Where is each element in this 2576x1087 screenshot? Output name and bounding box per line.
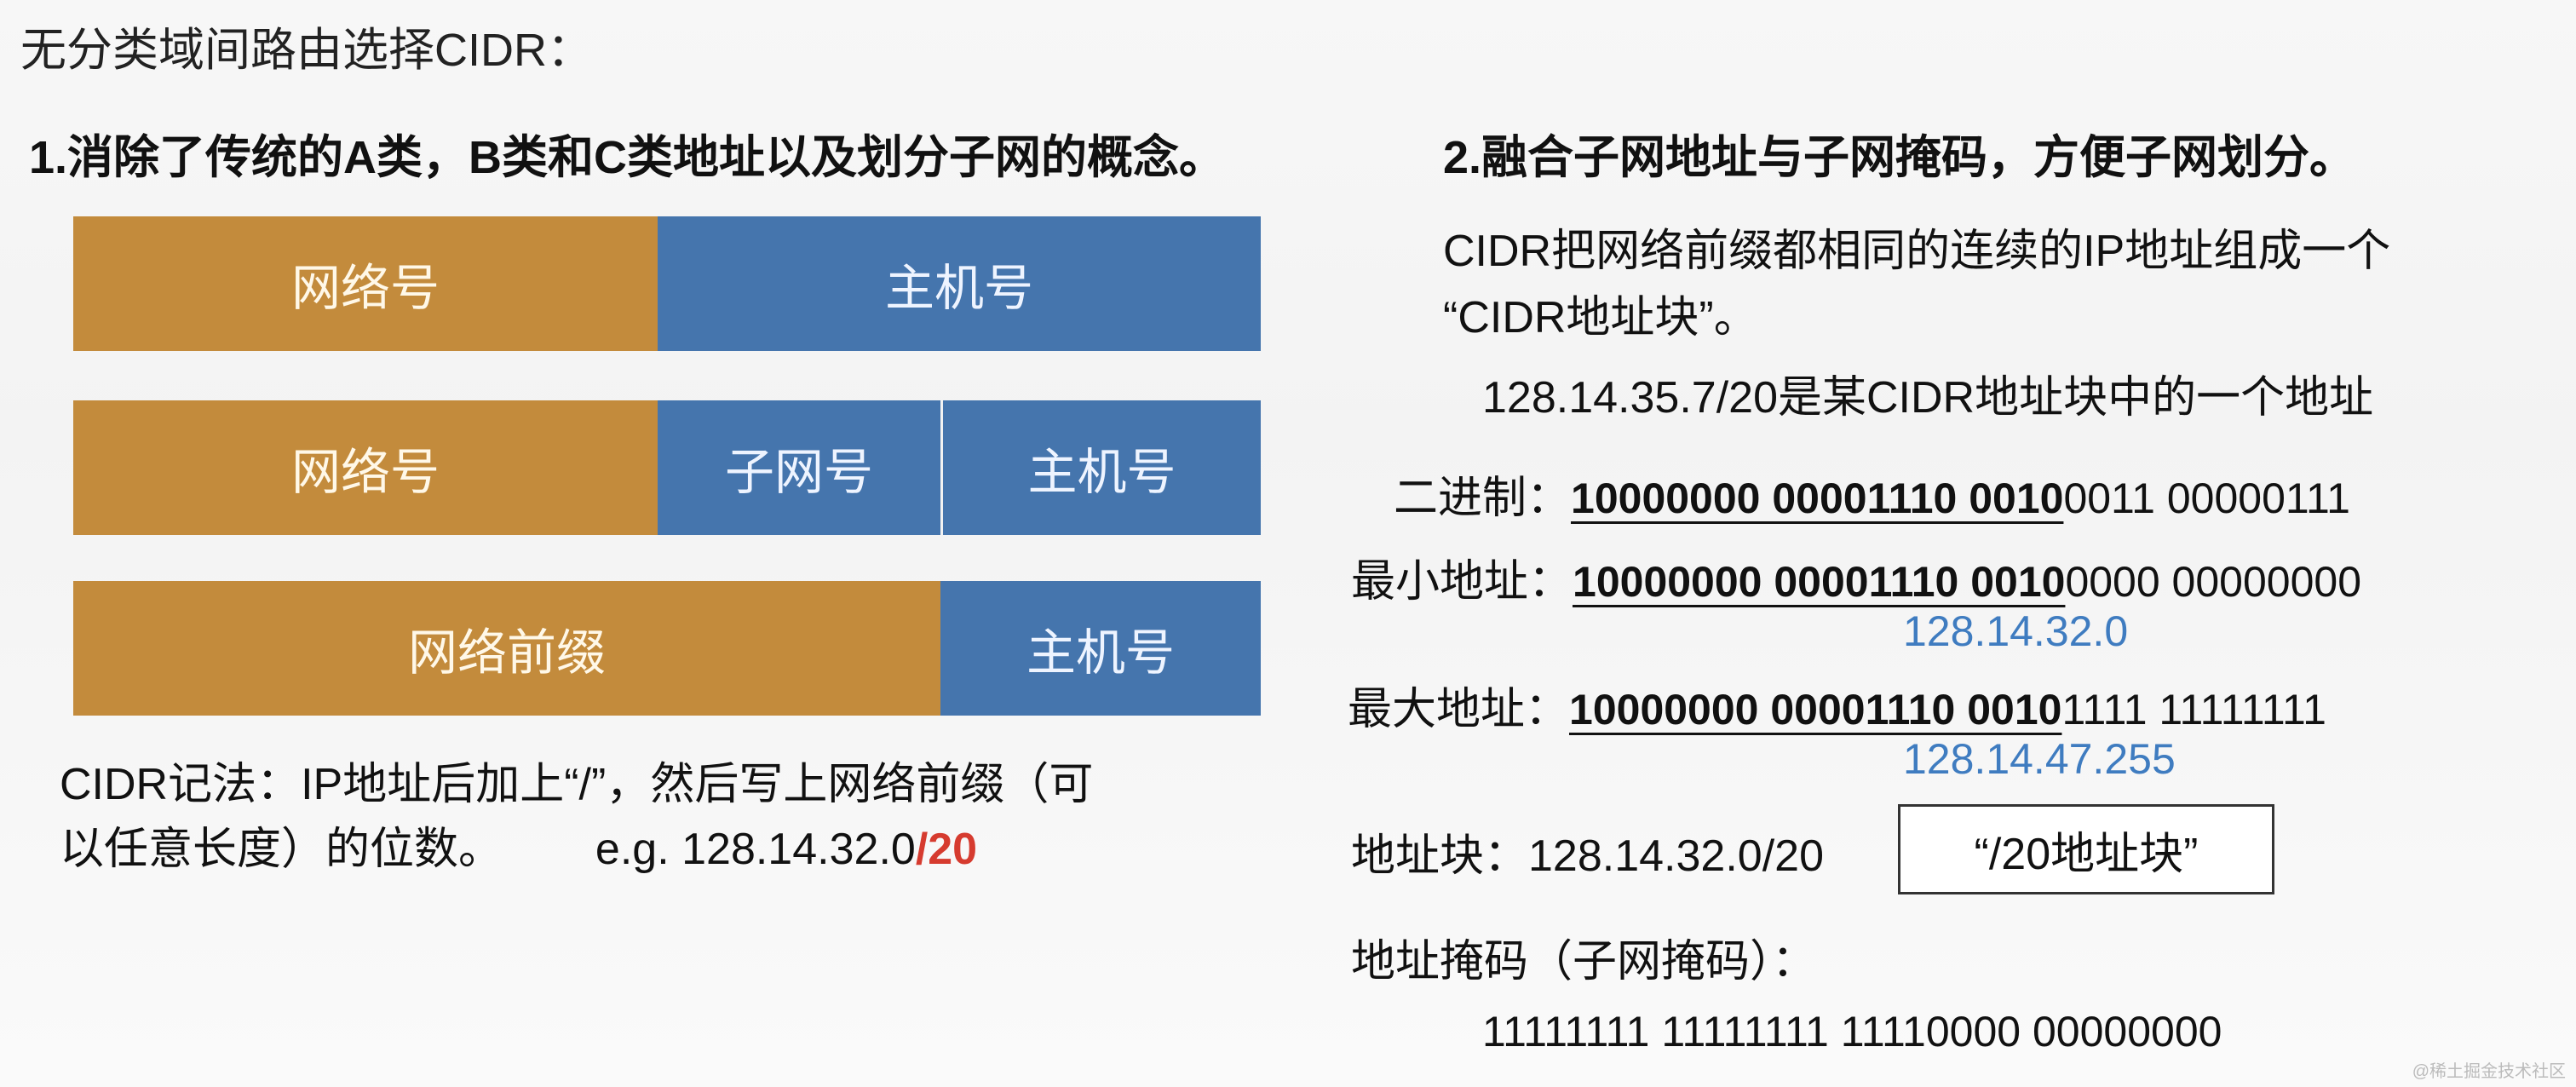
address-block-box: “/20地址块”	[1898, 804, 2274, 894]
cidr-desc-line1: CIDR把网络前缀都相同的连续的IP地址组成一个	[1443, 227, 2391, 276]
cidr-notation-line1: CIDR记法：IP地址后加上“/”，然后写上网络前缀（可	[60, 760, 1094, 809]
example-prefix-length: /20	[915, 825, 978, 874]
subnet-number-segment: 子网号	[658, 400, 940, 535]
network-prefix-segment: 网络前缀	[73, 581, 940, 716]
mask-label: 地址掩码（子网掩码）：	[1351, 937, 1817, 986]
min-prefix: 10000000 00001110 0010	[1573, 558, 2066, 606]
cidr-bar: 网络前缀 主机号	[73, 581, 1261, 716]
binary-rest: 0011 00000111	[2063, 474, 2350, 522]
network-number-segment: 网络号	[73, 216, 658, 351]
max-label: 最大地址：	[1348, 685, 1570, 734]
cidr-notation-line2: 以任意长度）的位数。 e.g. 128.14.32.0/20	[60, 813, 977, 877]
example-address-desc: 128.14.35.7/20是某CIDR地址块中的一个地址	[1482, 373, 2374, 423]
binary-prefix: 10000000 00001110 0010	[1571, 474, 2064, 522]
left-heading: 1.消除了传统的A类，B类和C类地址以及划分子网的概念。	[29, 132, 1226, 183]
host-number-segment: 主机号	[940, 581, 1261, 716]
max-address-decimal: 128.14.47.255	[1903, 735, 2176, 783]
subnet-bar: 网络号 子网号 主机号	[73, 400, 1261, 535]
max-rest: 1111 11111111	[2061, 686, 2326, 733]
min-address-decimal: 128.14.32.0	[1903, 607, 2129, 655]
binary-label: 二进制：	[1394, 474, 1572, 523]
cidr-desc-line2: “CIDR地址块”。	[1443, 293, 1758, 342]
max-prefix: 10000000 00001110 0010	[1569, 686, 2062, 733]
slide-title: 无分类域间路由选择CIDR：	[20, 25, 593, 76]
host-number-segment: 主机号	[658, 216, 1261, 351]
max-address-row: 最大地址：10000000 00001110 00101111 11111111	[1348, 673, 2326, 737]
right-heading: 2.融合子网地址与子网掩码，方便子网划分。	[1443, 132, 2356, 183]
example-address: e.g. 128.14.32.0	[595, 825, 916, 874]
min-label: 最小地址：	[1351, 557, 1573, 607]
mask-value: 11111111 11111111 11110000 00000000	[1482, 1008, 2222, 1055]
notation-text: 以任意长度）的位数。	[60, 825, 503, 874]
address-block-label: 地址块：128.14.32.0/20	[1351, 831, 1824, 881]
classful-bar: 网络号 主机号	[73, 216, 1261, 351]
watermark: @稀土掘金技术社区	[2412, 1062, 2566, 1081]
network-number-segment: 网络号	[73, 400, 658, 535]
min-rest: 0000 00000000	[2065, 558, 2362, 606]
min-address-row: 最小地址：10000000 00001110 00100000 00000000	[1351, 545, 2361, 609]
host-number-segment: 主机号	[940, 400, 1261, 535]
binary-row: 二进制：10000000 00001110 00100011 00000111	[1394, 462, 2350, 526]
